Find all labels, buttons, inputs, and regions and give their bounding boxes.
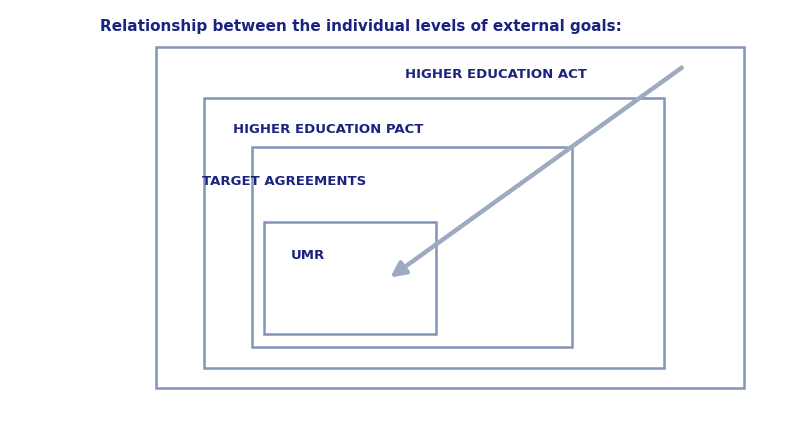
Text: TARGET AGREEMENTS: TARGET AGREEMENTS [202, 175, 366, 187]
Text: UMR: UMR [291, 249, 325, 262]
Text: HIGHER EDUCATION PACT: HIGHER EDUCATION PACT [233, 124, 423, 136]
Bar [264, 222, 436, 334]
Text: HIGHER EDUCATION ACT: HIGHER EDUCATION ACT [405, 68, 587, 81]
Bar [156, 47, 744, 388]
Bar [204, 98, 664, 368]
Text: Relationship between the individual levels of external goals:: Relationship between the individual leve… [100, 19, 622, 34]
Bar [252, 147, 572, 347]
